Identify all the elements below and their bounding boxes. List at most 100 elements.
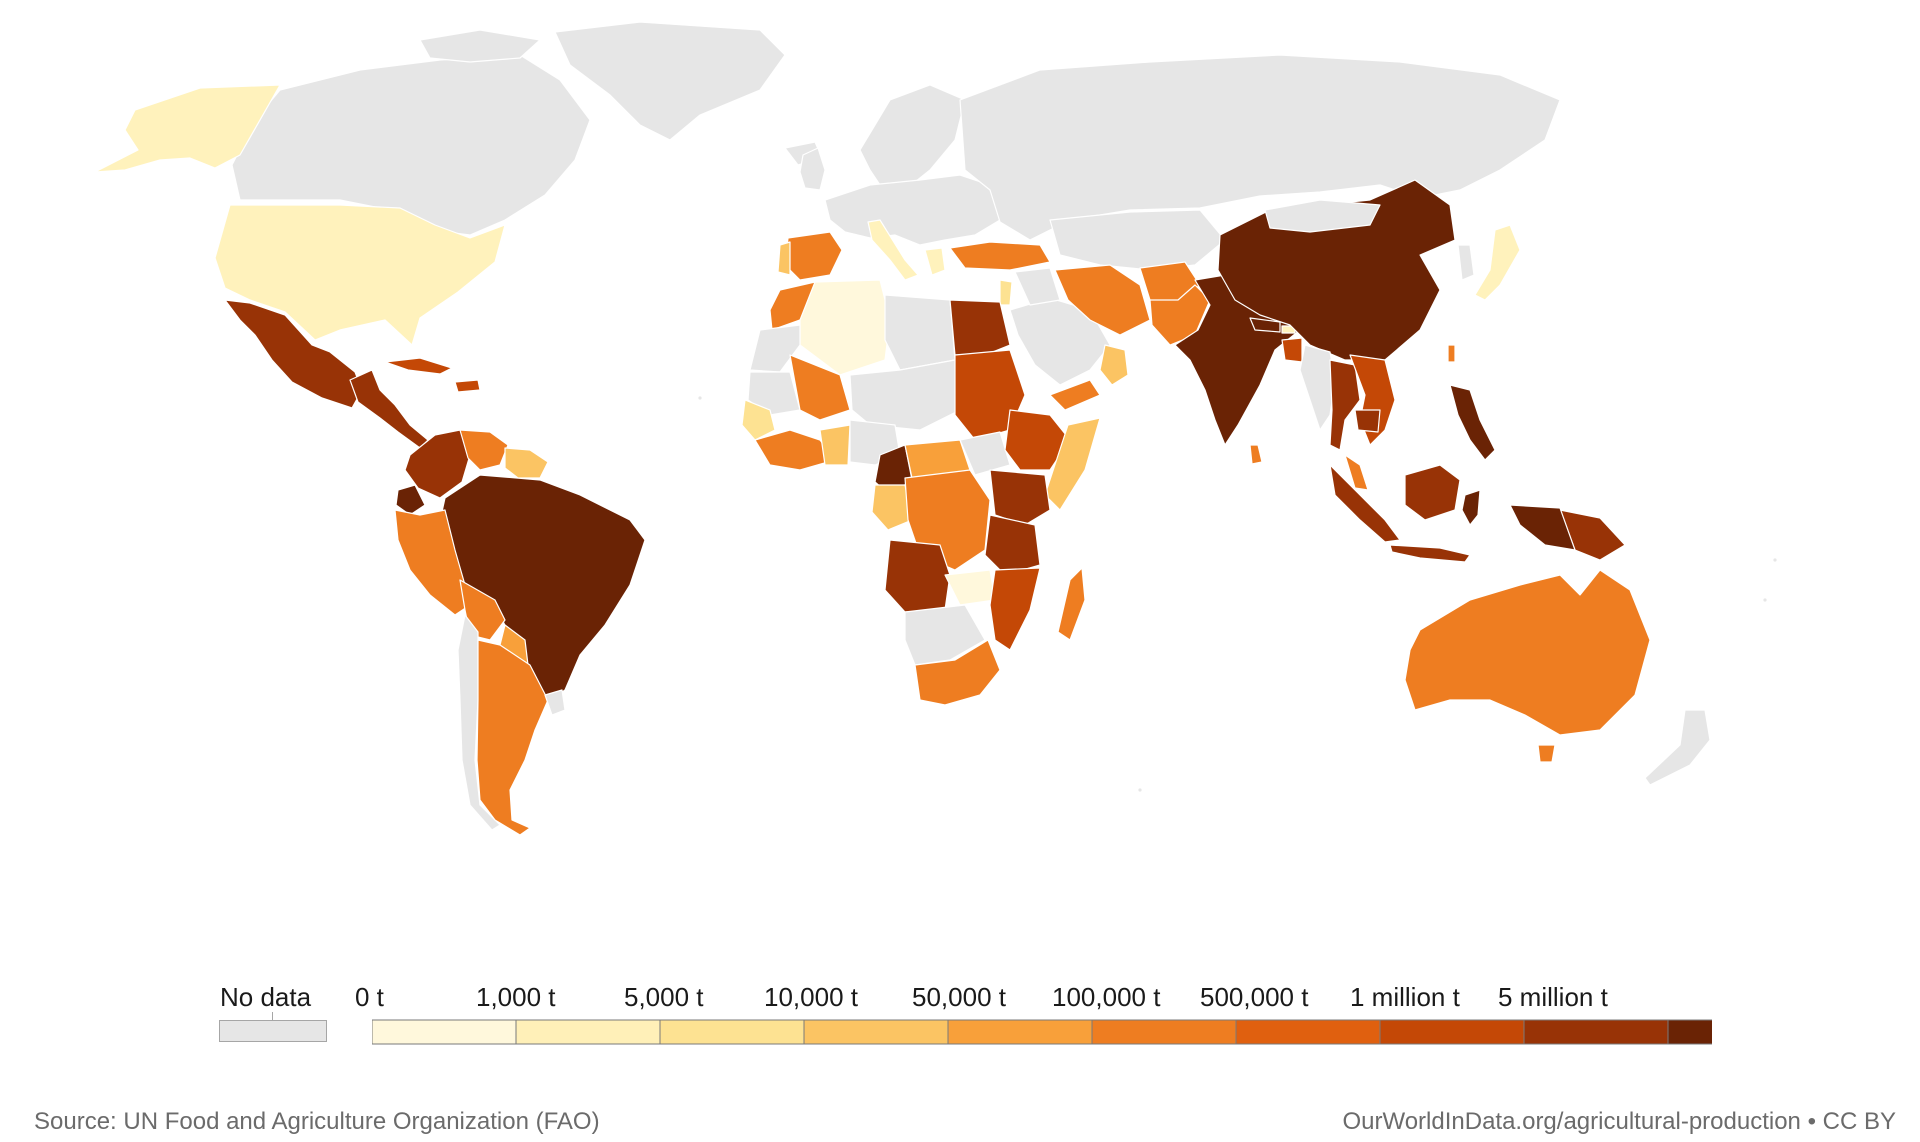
legend-swatch-5: [1091, 1019, 1237, 1045]
country-bangladesh[interactable]: [1281, 337, 1303, 363]
world-choropleth-map: [94, 21, 1778, 836]
country-ethiopia[interactable]: [1004, 409, 1071, 471]
country-spain[interactable]: [784, 231, 843, 281]
legend-swatch-8: [1523, 1019, 1669, 1045]
country-central-asia[interactable]: [1049, 209, 1226, 271]
country-oman[interactable]: [1099, 344, 1129, 386]
legend-swatch-3: [803, 1019, 949, 1045]
island-kerguelen: [1137, 787, 1143, 793]
country-zimbabwe-mozambique[interactable]: [989, 567, 1041, 651]
legend-color-scale: [372, 1019, 1712, 1045]
country-tasmania[interactable]: [1537, 744, 1556, 763]
country-scandinavia[interactable]: [859, 84, 966, 191]
country-yemen[interactable]: [1049, 379, 1101, 411]
country-israel-jordan[interactable]: [999, 279, 1013, 306]
legend-threshold-8: 5 million t: [1498, 982, 1608, 1012]
map-svg: [94, 21, 1778, 836]
country-guianas[interactable]: [504, 447, 549, 479]
country-uk[interactable]: [799, 147, 826, 191]
island-cape-verde: [697, 395, 703, 401]
legend-swatch-1: [515, 1019, 661, 1045]
country-borneo[interactable]: [1404, 464, 1461, 521]
legend-no-data-label: No data: [220, 982, 312, 1012]
country-argentina[interactable]: [476, 639, 549, 836]
country-ghana-benin[interactable]: [819, 424, 851, 466]
legend-swatch-6: [1235, 1019, 1381, 1045]
legend-swatch-2: [659, 1019, 805, 1045]
country-italy[interactable]: [867, 219, 919, 281]
country-libya[interactable]: [884, 294, 956, 371]
country-mali[interactable]: [789, 354, 851, 421]
country-thailand[interactable]: [1329, 359, 1361, 451]
country-turkey[interactable]: [949, 241, 1051, 271]
country-new-zealand[interactable]: [1644, 709, 1711, 786]
country-nepal[interactable]: [1249, 317, 1281, 333]
legend-threshold-0: 0 t: [355, 982, 384, 1012]
credit-link[interactable]: OurWorldInData.org/agricultural-producti…: [1342, 1108, 1896, 1135]
legend-threshold-4: 50,000 t: [912, 982, 1006, 1012]
country-zambia[interactable]: [944, 569, 996, 606]
legend-swatch-9: [1667, 1019, 1712, 1045]
legend-threshold-6: 500,000 t: [1200, 982, 1309, 1012]
legend-threshold-5: 100,000 t: [1052, 982, 1161, 1012]
country-pakistan[interactable]: [1149, 284, 1211, 346]
legend-swatch-7: [1379, 1019, 1525, 1045]
country-philippines[interactable]: [1449, 384, 1496, 461]
country-angola[interactable]: [884, 539, 951, 613]
island-fiji: [1772, 557, 1778, 563]
country-alaska[interactable]: [94, 84, 281, 173]
country-algeria[interactable]: [799, 279, 891, 376]
country-portugal[interactable]: [777, 241, 791, 276]
country-sumatra[interactable]: [1329, 464, 1401, 543]
country-iran[interactable]: [1054, 264, 1151, 336]
country-tanzania[interactable]: [984, 514, 1041, 576]
country-cambodia[interactable]: [1354, 409, 1381, 433]
legend-no-data-swatch: [219, 1020, 327, 1042]
island-vanuatu: [1762, 597, 1768, 603]
country-hispaniola[interactable]: [454, 379, 481, 393]
country-niger-chad[interactable]: [849, 359, 961, 431]
country-usa[interactable]: [214, 204, 506, 346]
country-mongolia[interactable]: [1264, 199, 1381, 233]
country-western-sahara[interactable]: [749, 324, 801, 373]
country-uruguay[interactable]: [544, 689, 566, 716]
country-malaysia[interactable]: [1344, 454, 1369, 491]
source-note: Source: UN Food and Agriculture Organiza…: [34, 1108, 600, 1135]
country-iraq[interactable]: [1014, 267, 1061, 306]
country-europe[interactable]: [824, 174, 1001, 246]
country-venezuela[interactable]: [459, 429, 509, 471]
country-sri-lanka[interactable]: [1249, 444, 1263, 465]
country-taiwan[interactable]: [1447, 344, 1456, 363]
country-namibia-botswana[interactable]: [904, 604, 986, 666]
country-gabon-congo[interactable]: [871, 484, 913, 531]
country-korea[interactable]: [1457, 244, 1475, 281]
legend-swatch-4: [947, 1019, 1093, 1045]
country-madagascar[interactable]: [1057, 567, 1086, 641]
country-egypt[interactable]: [949, 299, 1011, 356]
country-greenland[interactable]: [554, 21, 786, 141]
country-ecuador[interactable]: [395, 484, 426, 516]
legend-threshold-3: 10,000 t: [764, 982, 858, 1012]
country-saudi-arabia[interactable]: [1009, 297, 1111, 386]
country-java[interactable]: [1389, 544, 1471, 563]
legend-threshold-2: 5,000 t: [624, 982, 704, 1012]
country-central-america[interactable]: [349, 369, 429, 449]
country-cuba[interactable]: [384, 357, 453, 375]
country-west-papua[interactable]: [1509, 504, 1576, 551]
country-south-africa[interactable]: [914, 639, 1001, 706]
country-canada-islands[interactable]: [419, 29, 541, 63]
country-greece[interactable]: [924, 247, 946, 276]
country-sulawesi[interactable]: [1461, 489, 1481, 526]
legend-no-data-tick: [272, 1012, 273, 1020]
country-russia[interactable]: [959, 54, 1561, 241]
country-japan[interactable]: [1474, 224, 1521, 301]
country-colombia[interactable]: [404, 429, 471, 499]
country-uganda-kenya[interactable]: [989, 469, 1051, 526]
legend-threshold-7: 1 million t: [1350, 982, 1460, 1012]
country-somalia[interactable]: [1044, 417, 1101, 511]
country-myanmar[interactable]: [1299, 344, 1336, 431]
country-west-africa-coast[interactable]: [741, 399, 776, 441]
country-south-sudan[interactable]: [959, 431, 1011, 476]
country-australia[interactable]: [1404, 569, 1651, 736]
country-mauritania[interactable]: [747, 371, 801, 416]
